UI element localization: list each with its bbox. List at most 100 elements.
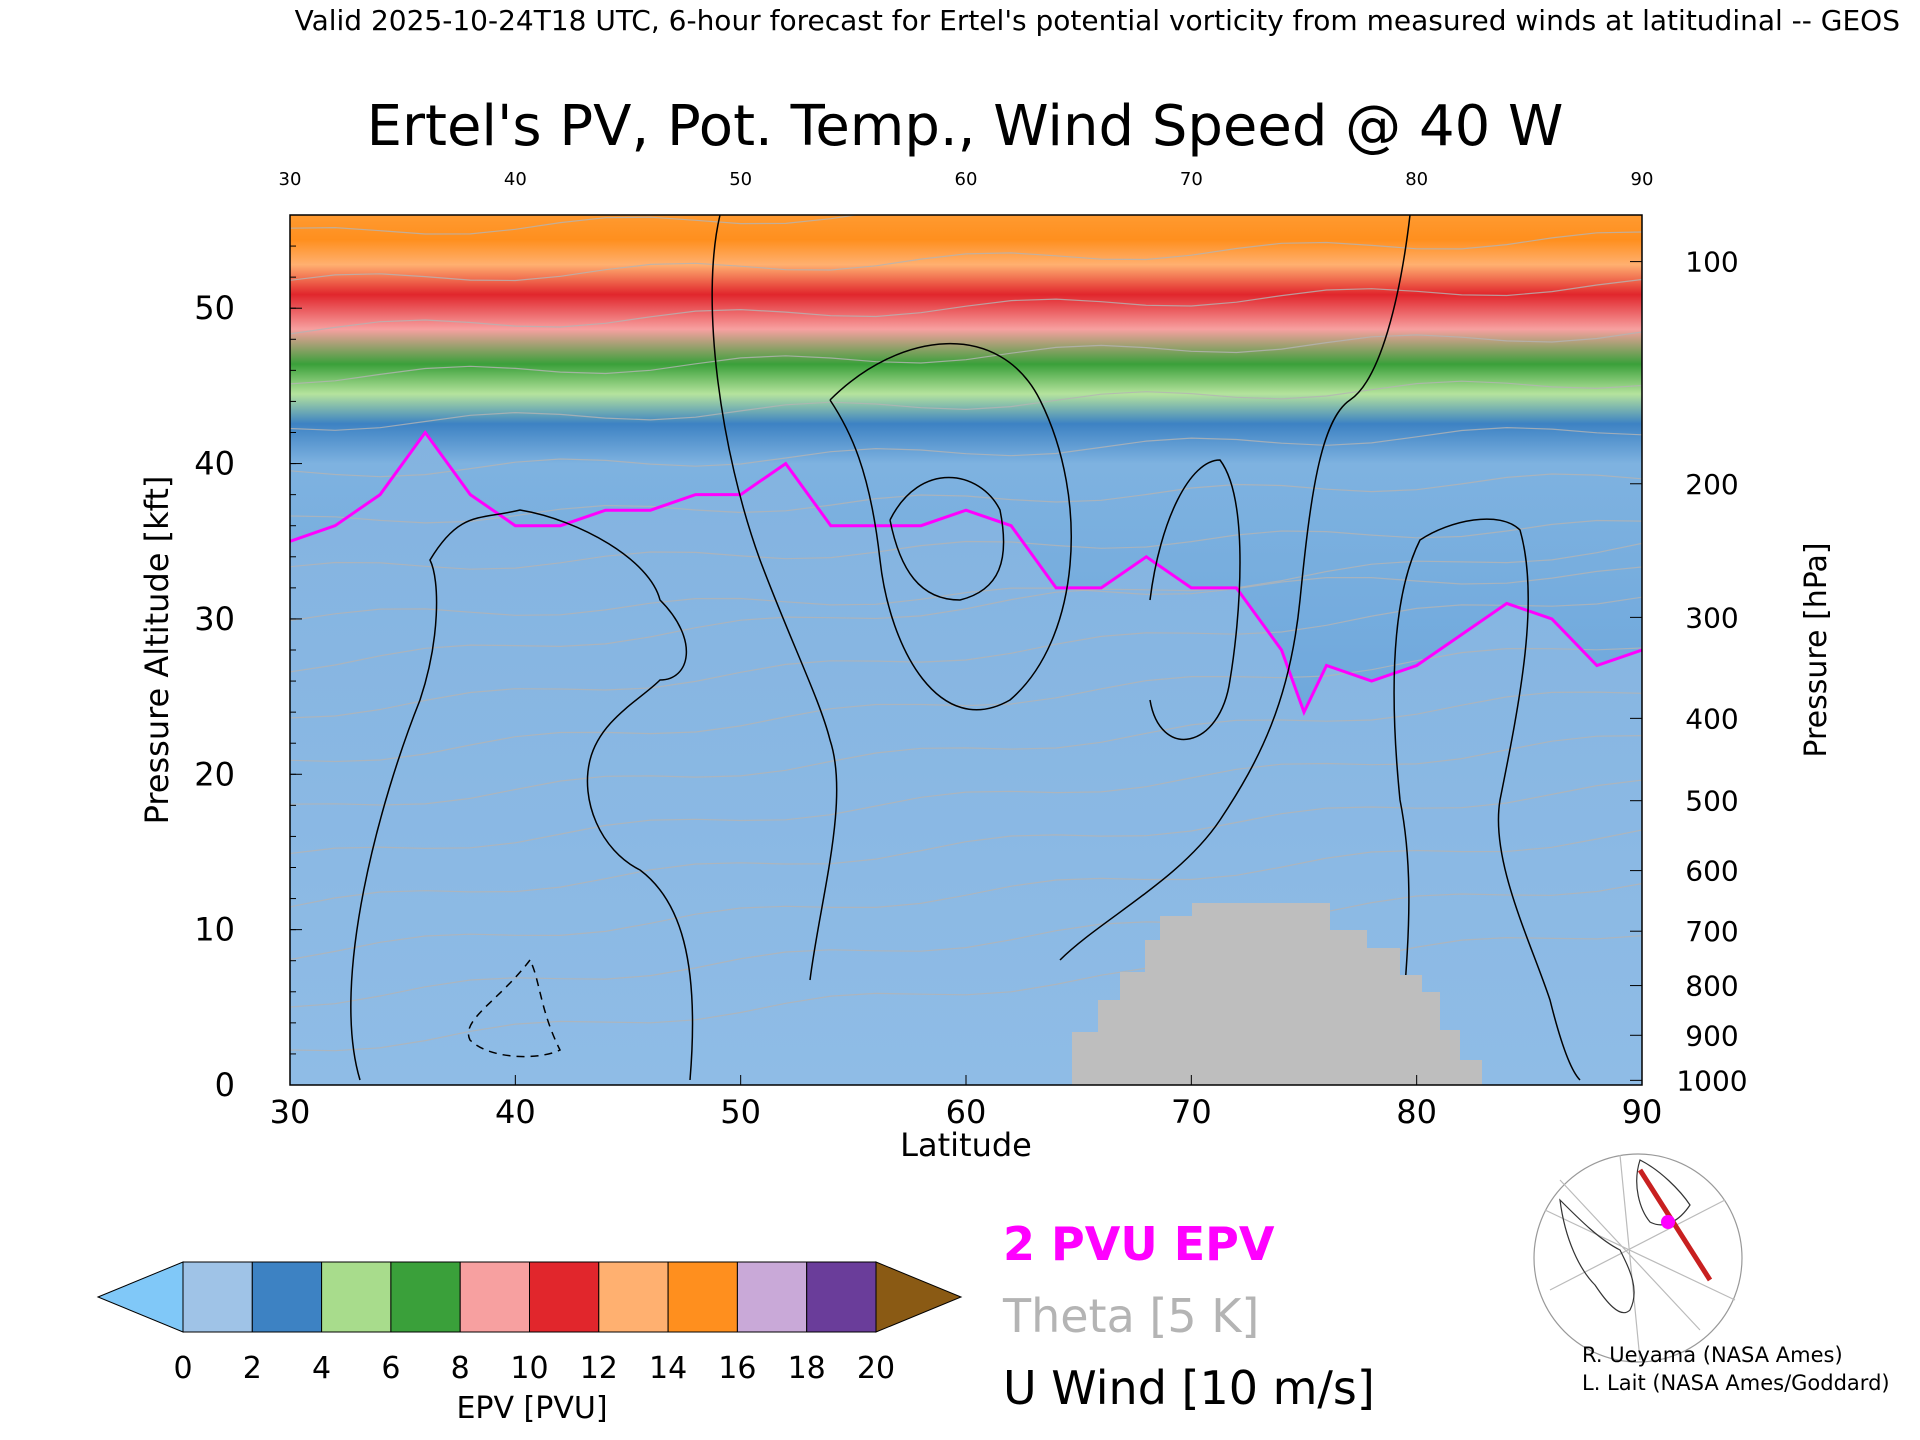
colorbar-bin: [529, 1261, 600, 1333]
wind-contour-negative-10: [467, 959, 562, 1058]
pressure-tick-label: 800: [1685, 970, 1738, 1003]
location-map: [1533, 1153, 1743, 1363]
pressure-tick-label: 100: [1685, 246, 1738, 279]
theta-contour: [290, 519, 1642, 570]
y-tick-label: 40: [194, 445, 235, 483]
x-tick-label: 70: [1171, 1093, 1212, 1131]
wind-contour-10-mid: [711, 215, 838, 981]
y-tick-label: 10: [194, 911, 235, 949]
colorbar-tick-label: 10: [510, 1351, 548, 1386]
map-outline: [1533, 1153, 1743, 1363]
pressure-tick-label: 500: [1685, 785, 1738, 818]
x-axis-bottom: 30 40 50 60 70 80 90: [270, 1075, 1663, 1131]
theta-contour: [290, 231, 1642, 282]
stratosphere-fill: [290, 215, 1642, 713]
pressure-tick-label: 400: [1685, 702, 1738, 735]
colorbar-tick-label: 20: [857, 1351, 895, 1386]
legend-item-wind: U Wind [10 m/s]: [1003, 1361, 1375, 1415]
map-section-line: [1637, 1168, 1713, 1282]
theta-contour: [290, 566, 1642, 622]
pressure-tick-label: 300: [1685, 601, 1738, 634]
colorbar-bin: [667, 1261, 738, 1333]
map-graticule: [1544, 1154, 1736, 1361]
map-coastline-north-america: [1559, 1198, 1635, 1314]
theta-contour: [290, 278, 1642, 335]
wind-contour-30-north: [1149, 459, 1241, 741]
x-axis-top: 30 40 50 60 70 80 90: [279, 169, 1654, 190]
theta-contour: [290, 779, 1642, 908]
theta-contour: [290, 380, 1642, 431]
colorbar-tick-label: 6: [381, 1351, 400, 1386]
theta-contour: [290, 473, 1642, 524]
pressure-tick-label: 1000: [1676, 1064, 1747, 1097]
x-tick-label: 50: [720, 1093, 761, 1131]
legend-item-theta: Theta [5 K]: [1002, 1289, 1259, 1343]
credit-line-1: R. Ueyama (NASA Ames): [1582, 1343, 1843, 1367]
u-wind-contours: [350, 215, 1581, 1081]
theta-contour: [290, 542, 1642, 673]
colorbar-bin: [251, 1261, 323, 1333]
colorbar-under-arrow: [96, 1261, 184, 1333]
wind-contour-10-north: [1059, 215, 1411, 961]
map-coastline-greenland: [1636, 1159, 1691, 1226]
colorbar-tick-label: 4: [312, 1351, 331, 1386]
theta-contour: [290, 647, 1642, 763]
theta-contour: [290, 426, 1642, 478]
colorbar-bin: [182, 1261, 253, 1333]
theta-contour: [290, 691, 1642, 806]
legend: 2 PVU EPV Theta [5 K] U Wind [10 m/s]: [1002, 1217, 1375, 1415]
theta-contour: [290, 215, 860, 235]
wind-contour-30-jet: [829, 342, 1072, 711]
plot-area: [290, 215, 1642, 1085]
colorbar-tick-label: 16: [718, 1351, 756, 1386]
x-top-tick-label: 50: [729, 169, 752, 190]
theta-contour: [290, 735, 1642, 855]
y-tick-label: 20: [194, 755, 235, 793]
x-axis-label: Latitude: [900, 1126, 1032, 1164]
x-tick-label: 80: [1396, 1093, 1437, 1131]
x-tick-label: 40: [495, 1093, 536, 1131]
theta-contour: [290, 596, 1642, 719]
colorbar-bin: [321, 1261, 392, 1333]
colorbar-tick-label: 14: [649, 1351, 687, 1386]
y-axis-label: Pressure Altitude [kft]: [138, 476, 176, 825]
x-top-tick-label: 80: [1405, 169, 1428, 190]
pressure-tick-label: 600: [1685, 855, 1738, 888]
x-top-tick-label: 90: [1631, 169, 1654, 190]
x-tick-label: 60: [946, 1093, 987, 1131]
y-tick-label: 50: [194, 289, 235, 327]
credit-line-2: L. Lait (NASA Ames/Goddard): [1582, 1371, 1890, 1395]
theta-contour: [290, 935, 1642, 1052]
colorbar-bin: [598, 1261, 669, 1333]
x-tick-label: 90: [1622, 1093, 1663, 1131]
pressure-tick-label: 900: [1685, 1019, 1738, 1052]
x-top-tick-label: 30: [279, 169, 302, 190]
pressure-tick-label: 200: [1685, 468, 1738, 501]
x-top-tick-label: 40: [504, 169, 527, 190]
theta-contour: [290, 331, 1642, 385]
colorbar: 0 2 4 6 8 10 12 14 16 18 20: [96, 1261, 963, 1386]
theta-contour: [290, 883, 1642, 1008]
x-tick-label: 30: [270, 1093, 311, 1131]
x-top-tick-label: 60: [955, 169, 978, 190]
colorbar-tick-label: 2: [243, 1351, 262, 1386]
y-tick-label: 0: [215, 1066, 235, 1104]
legend-item-epv: 2 PVU EPV: [1003, 1217, 1275, 1271]
map-location-dot: [1661, 1215, 1675, 1229]
colorbar-bin: [390, 1261, 461, 1333]
colorbar-bin: [459, 1261, 531, 1333]
colorbar-tick-label: 0: [173, 1351, 192, 1386]
x-top-tick-label: 70: [1180, 169, 1203, 190]
colorbar-tick-label: 12: [580, 1351, 618, 1386]
wind-contour-50-core: [889, 476, 1005, 601]
colorbar-label: EPV [PVU]: [456, 1391, 607, 1426]
theta-contours: [290, 215, 1642, 1052]
wind-contour-0-east: [1393, 518, 1581, 1081]
valid-line: Valid 2025-10-24T18 UTC, 6-hour forecast…: [295, 4, 1900, 37]
y2-axis-label: Pressure [hPa]: [1799, 542, 1834, 757]
wind-contour-0-west: [350, 509, 694, 1081]
colorbar-bin: [806, 1261, 877, 1333]
colorbar-tick-label: 8: [451, 1351, 470, 1386]
y-tick-label: 30: [194, 600, 235, 638]
